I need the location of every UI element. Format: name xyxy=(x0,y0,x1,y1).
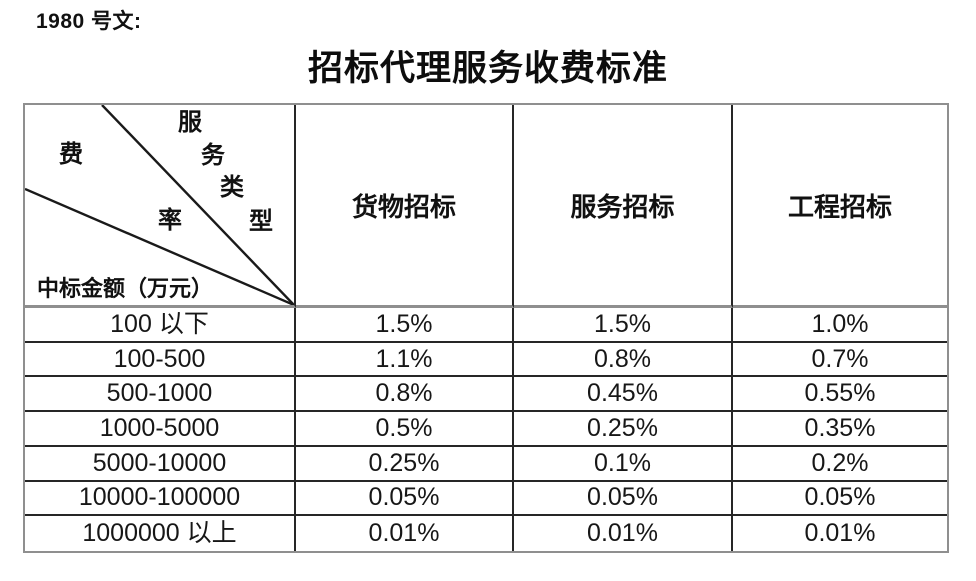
fee-value-cell: 0.05% xyxy=(514,481,733,517)
corner-label-rate-char: 率 xyxy=(158,208,182,234)
fee-value-cell: 1.0% xyxy=(733,308,947,343)
row-range-cell: 100-500 xyxy=(25,342,296,378)
fee-value-cell: 0.01% xyxy=(514,516,733,551)
fee-value-cell: 0.45% xyxy=(514,377,733,413)
column-header-goods-bidding: 货物招标 xyxy=(296,105,514,308)
fee-value-cell: 0.1% xyxy=(514,446,733,482)
column-header-engineering-bidding: 工程招标 xyxy=(733,105,947,308)
diagonal-divider-lines xyxy=(25,105,294,305)
row-range-cell: 1000000 以上 xyxy=(25,516,296,551)
fee-value-cell: 0.8% xyxy=(296,377,514,413)
corner-label-rate-char: 费 xyxy=(59,142,83,168)
fee-value-cell: 1.1% xyxy=(296,342,514,378)
fee-value-cell: 0.7% xyxy=(733,343,947,378)
fee-value-cell: 1.5% xyxy=(514,308,733,343)
row-range-cell: 100 以下 xyxy=(25,308,296,343)
fee-value-cell: 0.01% xyxy=(296,516,514,551)
fee-value-cell: 0.55% xyxy=(733,377,947,413)
row-range-cell: 10000-100000 xyxy=(25,481,296,517)
row-range-cell: 1000-5000 xyxy=(25,412,296,447)
fee-standard-table: 服 务 类 型 费 率 中标金额（万元） 货物招标 服务招标 工程招标 100 … xyxy=(23,103,949,553)
corner-label-service-type-char: 服 xyxy=(178,110,202,136)
fee-value-cell: 0.2% xyxy=(733,447,947,482)
corner-label-service-type-char: 类 xyxy=(220,175,244,201)
table-corner-header-cell: 服 务 类 型 费 率 中标金额（万元） xyxy=(25,105,296,308)
column-header-service-bidding: 服务招标 xyxy=(514,105,733,308)
page-title: 招标代理服务收费标准 xyxy=(307,49,668,88)
fee-value-cell: 0.05% xyxy=(733,482,947,517)
corner-label-service-type-char: 务 xyxy=(201,143,225,169)
corner-label-service-type-char: 型 xyxy=(249,209,273,235)
corner-label-bid-amount: 中标金额（万元） xyxy=(37,275,214,301)
fee-value-cell: 0.35% xyxy=(733,412,947,447)
fee-value-cell: 0.05% xyxy=(296,481,514,517)
fee-value-cell: 0.8% xyxy=(514,342,733,378)
doc-ref-label: 1980 号文: xyxy=(36,10,142,33)
fee-value-cell: 0.25% xyxy=(514,412,733,447)
fee-value-cell: 1.5% xyxy=(296,308,514,343)
fee-value-cell: 0.01% xyxy=(804,519,876,548)
row-range-cell: 5000-10000 xyxy=(25,446,296,482)
fee-value-cell: 0.5% xyxy=(296,412,514,447)
fee-value-cell: 0.25% xyxy=(296,446,514,482)
row-range-cell: 500-1000 xyxy=(25,377,296,413)
